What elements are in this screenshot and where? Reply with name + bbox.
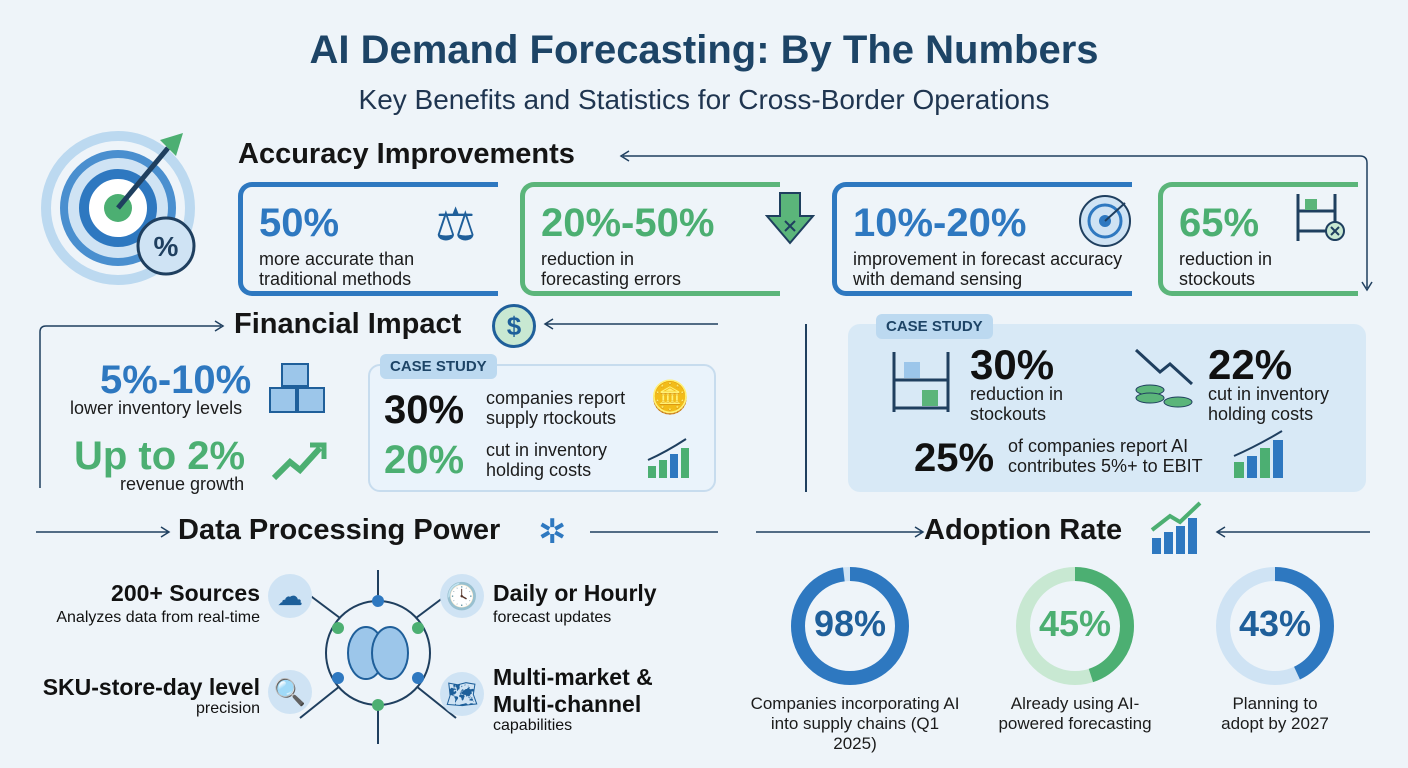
- accuracy-card: 50% more accurate than traditional metho…: [238, 182, 498, 296]
- feature-title: 200+ Sources: [111, 580, 260, 606]
- shelf-icon: [1296, 194, 1345, 241]
- stat-value: 30%: [384, 388, 465, 432]
- stat-value: 22%: [1208, 341, 1293, 388]
- accuracy-heading: Accuracy Improvements: [238, 138, 575, 170]
- accuracy-card: 65% reduction in stockouts: [1158, 182, 1358, 296]
- stat-value: Up to 2%: [74, 434, 246, 478]
- ring-label: Already using AI-powered forecasting: [998, 694, 1152, 733]
- stat-text: revenue growth: [120, 474, 245, 494]
- feature-text: Analyzes data from real-time: [56, 609, 260, 626]
- case-study-tag: CASE STUDY: [380, 354, 497, 379]
- down-arrow-icon: [765, 192, 815, 245]
- stat-text: improvement in forecast accuracy with de…: [853, 249, 1123, 289]
- stat-text: lower inventory levels: [70, 398, 243, 418]
- stat-value: 25%: [914, 436, 995, 480]
- feature-title: Daily or Hourly: [493, 580, 657, 606]
- accuracy-card: 10%-20% improvement in forecast accuracy…: [832, 182, 1132, 296]
- scales-icon: ⚖: [435, 198, 477, 250]
- case-study-box: [368, 364, 716, 492]
- stat-value: 10%-20%: [853, 201, 1027, 245]
- stat-value: 5%-10%: [100, 358, 252, 402]
- accuracy-card: 20%-50% reduction in forecasting errors: [520, 182, 815, 296]
- stat-value: 65%: [1179, 201, 1260, 245]
- shelf-icon: [892, 352, 950, 412]
- connector-arrow: [1215, 526, 1370, 538]
- stat-value: 20%: [384, 438, 465, 482]
- money-hand-icon: 🪙: [650, 379, 690, 415]
- bar-chart-icon: [1233, 430, 1283, 478]
- feature-text: precision: [195, 700, 260, 717]
- ring-progress: [1216, 567, 1334, 685]
- feature-title: SKU-store-day level: [42, 674, 260, 700]
- network-chip-icon: ✲: [538, 513, 567, 551]
- radar-icon: [1079, 195, 1131, 247]
- clock-icon: 🕓: [440, 574, 484, 618]
- ring-progress: [791, 567, 909, 685]
- ring-label: Companies incorporating AI into supply c…: [750, 694, 960, 753]
- map-icon: 🗺: [440, 672, 484, 716]
- connector-line: [590, 531, 718, 533]
- ring-value: 45%: [1038, 603, 1112, 644]
- ring-value: 98%: [813, 603, 887, 644]
- data-processing-heading: Data Processing Power: [178, 514, 501, 546]
- ring-value: 43%: [1238, 603, 1312, 644]
- connector-arrow: [756, 526, 925, 538]
- target-icon: %: [41, 131, 196, 285]
- case-study-tag: CASE STUDY: [876, 314, 993, 339]
- stat-text: reduction in stockouts: [1179, 249, 1273, 289]
- magnifier-icon: 🔍: [268, 670, 312, 714]
- growth-chart-icon: [1150, 501, 1202, 554]
- stat-text: more accurate than traditional methods: [259, 249, 415, 289]
- stat-text: cut in inventory holding costs: [1208, 384, 1330, 424]
- feature-text: forecast updates: [493, 609, 612, 626]
- connector-arrow: [36, 526, 171, 538]
- adoption-rings: [791, 567, 1334, 685]
- stat-text: reduction in stockouts: [970, 384, 1064, 424]
- ring-label: Planning to adopt by 2027: [1221, 694, 1329, 733]
- feature-text: capabilities: [493, 717, 573, 734]
- stat-value: 30%: [970, 341, 1055, 388]
- cloud-icon: ☁: [268, 574, 312, 618]
- stat-value: 20%-50%: [541, 201, 715, 245]
- stat-text: cut in inventory holding costs: [486, 440, 608, 480]
- page-title: AI Demand Forecasting: By The Numbers: [309, 28, 1099, 72]
- connector-arrow: [619, 150, 1373, 292]
- stat-text: of companies report AI contributes 5%+ t…: [1008, 436, 1203, 476]
- boxes-icon: [269, 363, 325, 413]
- coins-down-icon: [1134, 348, 1194, 408]
- stat-value: 50%: [259, 201, 340, 245]
- adoption-heading: Adoption Rate: [924, 514, 1123, 546]
- connector-arrow: [39, 320, 225, 488]
- page-subtitle: Key Benefits and Statistics for Cross-Bo…: [358, 84, 1050, 115]
- connector-arrow: [543, 318, 718, 330]
- stat-text: reduction in forecasting errors: [541, 249, 682, 289]
- ring-progress: [1016, 567, 1134, 685]
- svg-text:%: %: [154, 231, 179, 262]
- bar-chart-icon: [647, 438, 689, 478]
- feature-title: Multi-market & Multi-channel: [493, 664, 653, 717]
- dollar-icon: $: [492, 304, 536, 348]
- financial-heading: Financial Impact: [234, 308, 462, 340]
- trend-up-icon: [271, 442, 327, 481]
- divider: [805, 324, 807, 492]
- brain-network-icon: [299, 570, 457, 744]
- stat-text: companies report supply rtockouts: [486, 388, 626, 428]
